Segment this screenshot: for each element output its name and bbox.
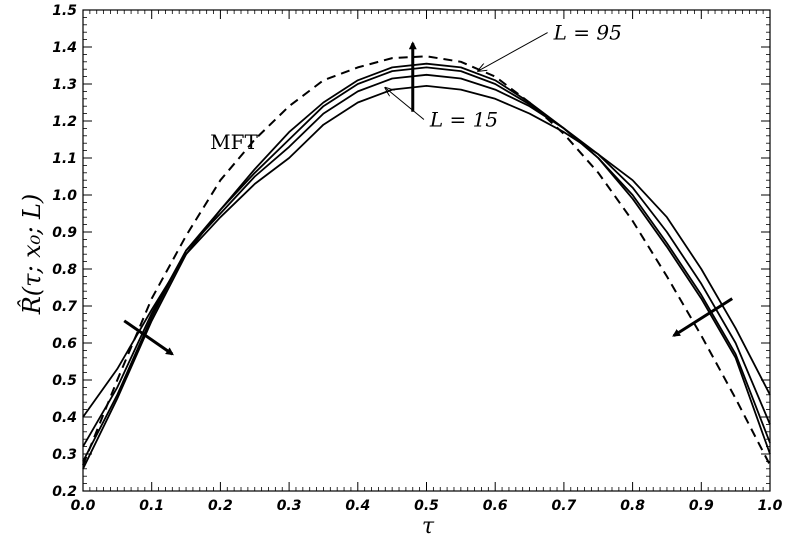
y-tick-label: 1.2 [52,114,77,130]
trend-arrow [672,297,734,337]
y-tick-label: 0.5 [52,373,77,389]
y-tick-label: 0.8 [52,262,77,278]
x-tick-label: 0.6 [483,498,508,514]
x-tick-label: 0.3 [277,498,302,514]
series-group [82,55,771,470]
y-tick-label: 0.3 [52,447,77,463]
y-tick-label: 0.7 [52,299,77,315]
x-tick-label: 0.7 [551,498,576,514]
series-line-1 [82,62,771,470]
y-tick-label: 0.2 [52,484,77,500]
series-line-4 [82,85,771,418]
annotations: MFT L = 95 L = 15 [123,21,734,356]
y-axis-title: R̂(τ; x₀; L) [18,194,46,316]
x-tick-label: 0.2 [208,498,233,514]
series-line-mft [82,55,771,466]
y-tick-label: 0.9 [52,225,77,241]
annotation-label: L = 15 [429,108,498,132]
x-tick-label: 0.0 [71,498,96,514]
y-tick-label: 1.0 [52,188,77,204]
y-tick-label: 1.3 [52,77,77,93]
x-tick-label: 1.0 [758,498,783,514]
y-tick-label: 0.6 [52,336,77,352]
annotation-arrow [385,88,425,120]
y-tick-label: 0.4 [52,410,77,426]
axes: 0.0 0.1 0.2 0.3 0.4 0.5 0.6 0.7 0.8 0.9 1.0 0.2 0.3 0… [52,3,782,514]
x-axis-title: τ [422,514,435,539]
trend-arrow [123,319,174,356]
annotation-label: MFT [210,130,258,154]
annotation-arrow [478,32,548,71]
series-line-3 [82,73,771,448]
x-tick-label: 0.1 [139,498,164,514]
annotation-label: L = 95 [553,21,622,45]
y-tick-label: 1.5 [52,3,77,19]
x-tick-label: 0.5 [414,498,439,514]
x-tick-label: 0.8 [620,498,645,514]
x-tick-label: 0.4 [345,498,370,514]
y-tick-label: 1.4 [52,40,77,56]
y-tick-label: 1.1 [52,151,77,167]
series-line-2 [82,66,771,462]
x-tick-label: 0.9 [689,498,714,514]
